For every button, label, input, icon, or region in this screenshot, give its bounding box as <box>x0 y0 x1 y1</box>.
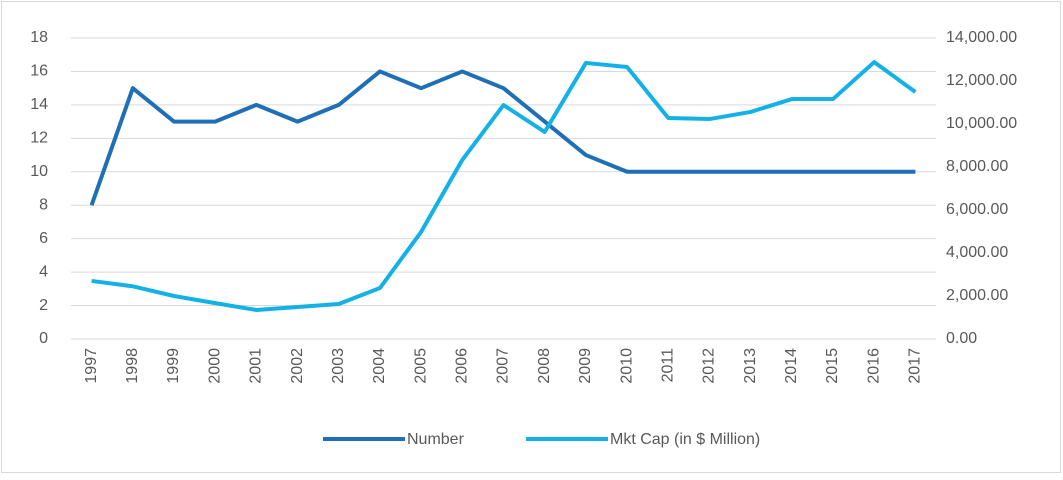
y-tick-label: 16 <box>30 63 48 80</box>
y-tick-label: 0 <box>39 330 48 347</box>
x-tick-label: 2000 <box>206 348 223 384</box>
x-tick-label: 2004 <box>371 348 388 384</box>
x-tick-label: 2010 <box>618 348 635 384</box>
x-tick-label: 1999 <box>165 348 182 384</box>
x-tick-label: 2016 <box>865 348 882 384</box>
y2-tick-label: 8,000.00 <box>946 158 1008 175</box>
x-tick-label: 2012 <box>701 348 718 384</box>
y2-tick-label: 0.00 <box>946 330 977 347</box>
x-tick-label: 2005 <box>412 348 429 384</box>
x-tick-label: 2006 <box>454 348 471 384</box>
series-line <box>91 60 917 312</box>
x-tick-label: 1998 <box>124 348 141 384</box>
y-tick-label: 10 <box>30 163 48 180</box>
y-tick-label: 8 <box>39 196 48 213</box>
y-tick-label: 14 <box>30 96 48 113</box>
y2-tick-label: 12,000.00 <box>946 72 1017 89</box>
x-tick-label: 2011 <box>659 348 676 383</box>
x-tick-label: 2002 <box>289 348 306 384</box>
y2-tick-label: 2,000.00 <box>946 287 1008 304</box>
x-tick-label: 2008 <box>536 348 553 384</box>
y-tick-label: 4 <box>39 263 48 280</box>
y-tick-label: 12 <box>30 130 48 147</box>
x-tick-label: 2015 <box>824 348 841 384</box>
y2-tick-label: 6,000.00 <box>946 201 1008 218</box>
x-tick-label: 2001 <box>248 348 265 384</box>
x-tick-label: 2009 <box>577 348 594 384</box>
y-tick-label: 6 <box>39 230 48 247</box>
x-tick-label: 2013 <box>742 348 759 384</box>
legend-label: Mkt Cap (in $ Million) <box>610 431 760 448</box>
y2-tick-label: 10,000.00 <box>946 115 1017 132</box>
x-tick-label: 2007 <box>495 348 512 384</box>
x-tick-label: 2003 <box>330 348 347 384</box>
x-tick-label: 2014 <box>783 348 800 384</box>
y2-tick-label: 4,000.00 <box>946 244 1008 261</box>
x-tick-label: 2017 <box>907 348 924 384</box>
y-tick-label: 18 <box>30 29 48 46</box>
x-tick-label: 1997 <box>83 348 100 384</box>
y-tick-label: 2 <box>39 297 48 314</box>
legend-label: Number <box>407 431 465 448</box>
series-line <box>89 69 916 206</box>
y2-tick-label: 14,000.00 <box>946 29 1017 46</box>
